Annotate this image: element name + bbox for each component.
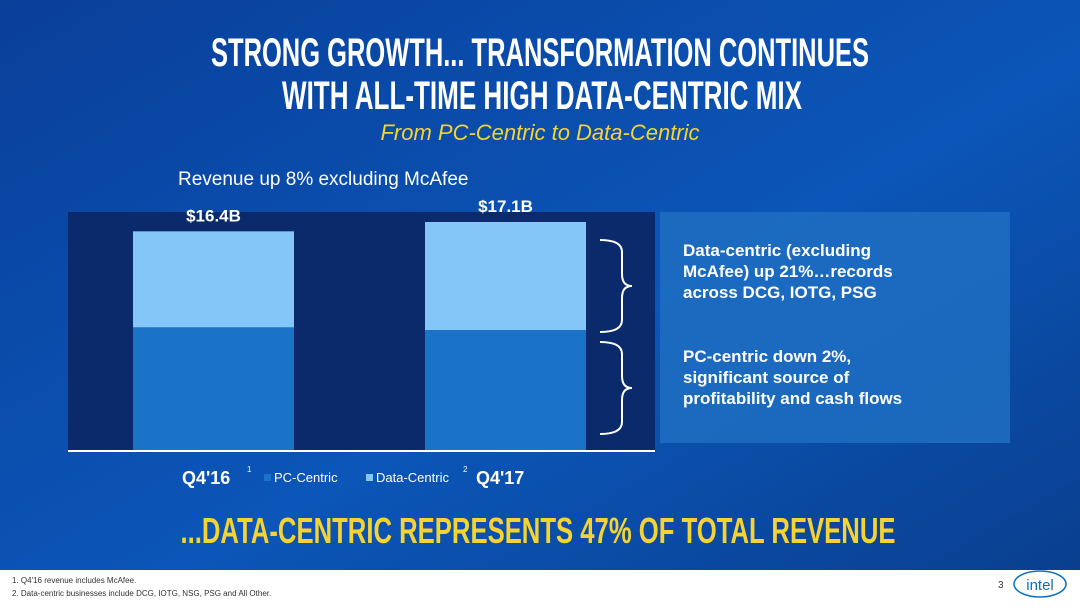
bar-segment	[133, 327, 294, 450]
footnote-ref: 2	[463, 465, 468, 474]
callout-text: across DCG, IOTG, PSG	[683, 283, 877, 302]
title-line: WITH ALL-TIME HIGH DATA-CENTRIC MIX	[282, 74, 802, 118]
category-label: Q4'17	[476, 468, 524, 488]
footnote: 1. Q4'16 revenue includes McAfee.	[12, 576, 136, 585]
bar-segment	[425, 330, 586, 450]
callout-box	[660, 212, 1010, 443]
subtitle: From PC-Centric to Data-Centric	[380, 120, 699, 145]
chart-title: Revenue up 8% excluding McAfee	[178, 169, 468, 190]
page-number: 3	[998, 580, 1004, 591]
legend-swatch	[366, 474, 373, 481]
brace	[599, 341, 633, 435]
bars: $16.4B $17.1B	[133, 197, 586, 450]
total-label: $16.4B	[186, 206, 241, 225]
logo: intel	[1026, 577, 1054, 594]
footer-band	[0, 570, 1080, 610]
callout-text: significant source of	[683, 368, 850, 387]
callout-text: Data-centric (excluding	[683, 241, 871, 260]
headline: ...DATA-CENTRIC REPRESENTS 47% OF TOTAL …	[181, 510, 896, 551]
callout-text: McAfee) up 21%…records	[683, 262, 893, 281]
brace	[599, 239, 633, 333]
callout-text: PC-centric down 2%,	[683, 347, 851, 366]
total-label: $17.1B	[478, 197, 533, 216]
logo-ring	[1013, 570, 1067, 598]
footnote-ref: 1	[247, 465, 252, 474]
callout-text: profitability and cash flows	[683, 389, 902, 408]
legend: Q4'16 1 Q4'17 PC-Centric Data-Centric 2	[182, 465, 524, 488]
legend-swatch	[264, 474, 271, 481]
category-label: Q4'16	[182, 468, 230, 488]
bar-segment	[425, 222, 586, 330]
title-line: STRONG GROWTH... TRANSFORMATION CONTINUE…	[211, 31, 869, 75]
bar-segment	[133, 231, 294, 328]
footnote: 2. Data-centric businesses include DCG, …	[12, 589, 271, 598]
legend-label: Data-Centric	[376, 470, 449, 485]
legend-label: PC-Centric	[274, 470, 338, 485]
callouts: Data-centric (excluding McAfee) up 21%…re…	[683, 241, 902, 408]
